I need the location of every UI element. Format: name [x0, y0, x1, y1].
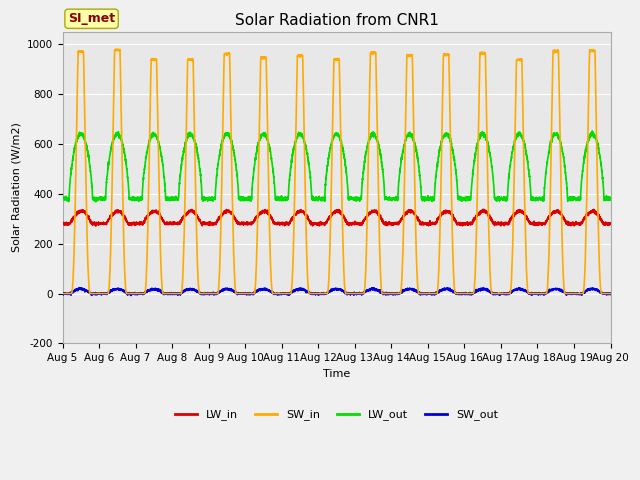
LW_out	[588, 128, 596, 134]
Line: SW_in: SW_in	[63, 49, 611, 293]
SW_in	[460, 290, 467, 296]
SW_out	[460, 291, 467, 297]
LW_in	[607, 221, 614, 227]
LW_out	[59, 194, 67, 200]
LW_out	[460, 195, 467, 201]
SW_out	[316, 290, 324, 296]
Title: Solar Radiation from CNR1: Solar Radiation from CNR1	[235, 12, 438, 27]
Text: SI_met: SI_met	[68, 12, 115, 25]
SW_in	[429, 290, 437, 296]
SW_in	[607, 290, 614, 296]
SW_out	[607, 291, 614, 297]
SW_in	[491, 290, 499, 296]
LW_out	[92, 199, 100, 204]
SW_out	[606, 290, 614, 296]
LW_out	[607, 196, 614, 202]
Y-axis label: Solar Radiation (W/m2): Solar Radiation (W/m2)	[11, 122, 21, 252]
LW_in	[480, 206, 488, 212]
Legend: LW_in, SW_in, LW_out, SW_out: LW_in, SW_in, LW_out, SW_out	[171, 405, 502, 425]
SW_in	[59, 290, 67, 296]
LW_out	[316, 196, 324, 202]
SW_out	[76, 285, 83, 290]
LW_out	[157, 151, 165, 156]
Line: SW_out: SW_out	[63, 288, 611, 296]
Line: LW_out: LW_out	[63, 131, 611, 202]
LW_out	[491, 195, 499, 201]
LW_in	[429, 221, 437, 227]
SW_out	[157, 289, 165, 295]
SW_out	[429, 292, 437, 298]
LW_in	[157, 215, 165, 220]
LW_in	[92, 223, 100, 229]
Line: LW_in: LW_in	[63, 209, 611, 226]
SW_in	[316, 290, 324, 296]
LW_out	[606, 196, 614, 202]
SW_in	[113, 46, 120, 52]
SW_out	[59, 291, 67, 297]
LW_in	[59, 220, 67, 226]
X-axis label: Time: Time	[323, 369, 350, 379]
SW_out	[127, 293, 135, 299]
LW_in	[606, 220, 614, 226]
LW_in	[460, 220, 467, 226]
SW_in	[606, 290, 614, 296]
LW_in	[316, 220, 324, 226]
SW_in	[157, 267, 165, 273]
SW_out	[491, 290, 499, 296]
LW_out	[429, 196, 437, 202]
LW_in	[491, 223, 499, 228]
